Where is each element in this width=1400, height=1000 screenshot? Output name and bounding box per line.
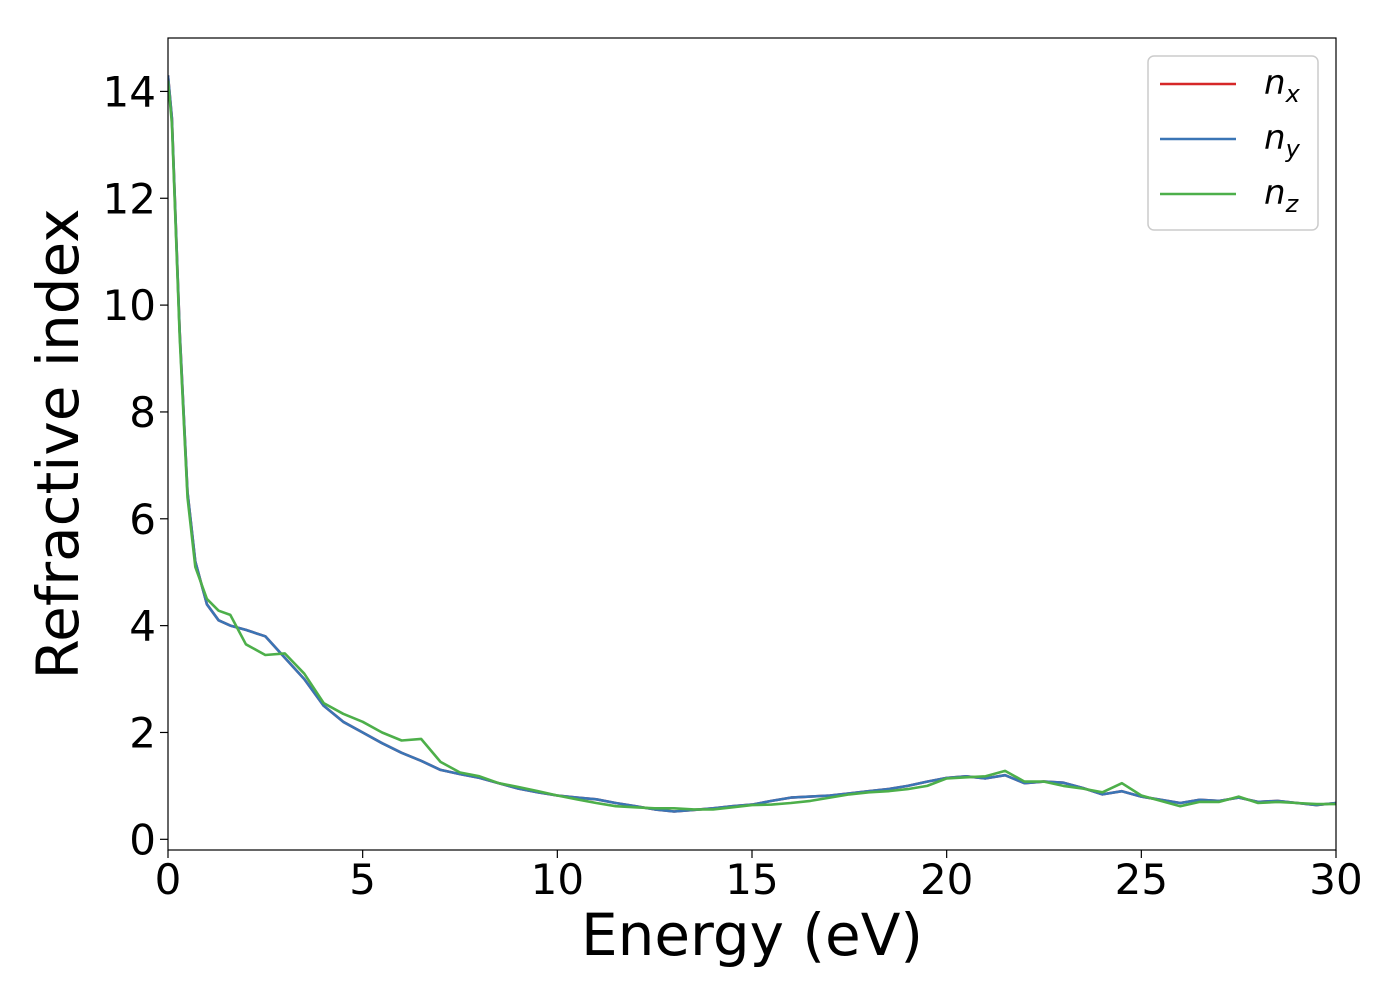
x-tick-label: 10 bbox=[531, 855, 584, 904]
x-tick-label: 30 bbox=[1309, 855, 1362, 904]
legend: nx ny nz bbox=[1147, 55, 1319, 231]
y-ticks: 0 2 4 6 8 10 12 14 bbox=[103, 67, 168, 864]
x-tick-label: 15 bbox=[725, 855, 778, 904]
series-layer bbox=[168, 75, 1336, 813]
x-ticks: 0 5 10 15 20 25 30 bbox=[155, 850, 1363, 904]
y-tick-label: 10 bbox=[103, 281, 156, 330]
y-tick-label: 14 bbox=[103, 67, 156, 116]
y-tick-label: 4 bbox=[129, 602, 156, 651]
legend-label-n-x: nx bbox=[1264, 63, 1301, 108]
y-tick-label: 12 bbox=[103, 174, 156, 223]
y-tick-label: 2 bbox=[129, 708, 156, 757]
y-tick-label: 0 bbox=[129, 815, 156, 864]
legend-label-n-z: nz bbox=[1264, 173, 1300, 218]
series-line-n-z bbox=[168, 80, 1336, 811]
x-tick-label: 0 bbox=[155, 855, 182, 904]
x-tick-label: 5 bbox=[349, 855, 376, 904]
x-tick-label: 20 bbox=[920, 855, 973, 904]
x-tick-label: 25 bbox=[1115, 855, 1168, 904]
legend-box bbox=[1147, 55, 1319, 231]
x-axis-label: Energy (eV) bbox=[581, 901, 923, 969]
legend-label-n-y: ny bbox=[1264, 118, 1301, 163]
y-axis-label: Refractive index bbox=[24, 208, 92, 679]
y-tick-label: 6 bbox=[129, 495, 156, 544]
y-tick-label: 8 bbox=[129, 388, 156, 437]
